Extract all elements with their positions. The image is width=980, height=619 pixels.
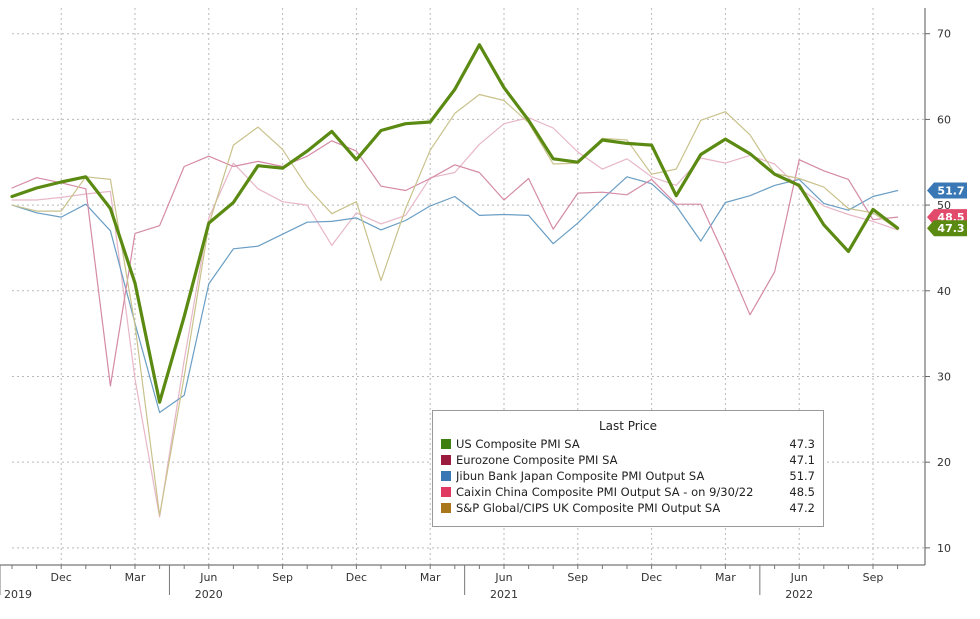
x-year-label: 2019 bbox=[4, 588, 32, 601]
us-swatch bbox=[441, 439, 451, 449]
y-tick-label: 20 bbox=[937, 456, 951, 469]
x-tick-label: Sep bbox=[272, 571, 293, 584]
legend-entry-value: 47.3 bbox=[789, 437, 815, 451]
x-tick-label: Jun bbox=[790, 571, 808, 584]
japan-swatch bbox=[441, 471, 451, 481]
y-tick-label: 30 bbox=[937, 370, 951, 383]
x-tick-label: Jun bbox=[494, 571, 512, 584]
y-tick-label: 50 bbox=[937, 199, 951, 212]
y-tick-label: 60 bbox=[937, 113, 951, 126]
y-tick-label: 40 bbox=[937, 285, 951, 298]
legend-entry-value: 47.2 bbox=[789, 501, 815, 515]
legend-entry-name: Caixin China Composite PMI Output SA - o… bbox=[456, 485, 754, 499]
legend-entry-value: 47.1 bbox=[789, 453, 815, 467]
series-lines bbox=[10, 43, 900, 518]
legend-entry-eurozone: Eurozone Composite PMI SA 47.1 bbox=[433, 452, 823, 468]
x-tick-label: Sep bbox=[863, 571, 884, 584]
legend-entry-value: 48.5 bbox=[789, 485, 815, 499]
legend-entry-china: Caixin China Composite PMI Output SA - o… bbox=[433, 484, 823, 500]
legend-entry-name: S&P Global/CIPS UK Composite PMI Output … bbox=[456, 501, 721, 515]
x-tick-label: Jun bbox=[199, 571, 217, 584]
x-tick-label: Sep bbox=[567, 571, 588, 584]
legend-entry-name: Jibun Bank Japan Composite PMI Output SA bbox=[456, 469, 705, 483]
x-tick-label: Dec bbox=[346, 571, 367, 584]
end-label-tag bbox=[927, 220, 967, 237]
china-swatch bbox=[441, 487, 451, 497]
end-label-tag bbox=[927, 182, 967, 199]
series-line bbox=[10, 43, 900, 404]
end-label-text: 51.7 bbox=[937, 185, 964, 198]
x-year-label: 2021 bbox=[490, 588, 518, 601]
legend-entry-value: 51.7 bbox=[789, 469, 815, 483]
legend-entry-japan: Jibun Bank Japan Composite PMI Output SA… bbox=[433, 468, 823, 484]
eurozone-swatch bbox=[441, 455, 451, 465]
legend-entry-us: US Composite PMI SA 47.3 bbox=[433, 436, 823, 452]
legend-entry-name: Eurozone Composite PMI SA bbox=[456, 453, 618, 467]
x-tick-label: Dec bbox=[641, 571, 662, 584]
end-label-text: 47.3 bbox=[937, 222, 964, 235]
x-tick-label: Mar bbox=[715, 571, 736, 584]
x-year-label: 2020 bbox=[195, 588, 223, 601]
series-line bbox=[11, 176, 899, 414]
uk-swatch bbox=[441, 503, 451, 513]
legend-box: Last Price US Composite PMI SA 47.3 Euro… bbox=[432, 410, 824, 527]
y-tick-label: 10 bbox=[937, 542, 951, 555]
series-line bbox=[11, 140, 899, 387]
x-year-label: 2022 bbox=[785, 588, 813, 601]
end-value-labels: 51.748.547.3 bbox=[927, 182, 967, 237]
y-tick-label: 70 bbox=[937, 28, 951, 41]
legend-entry-name: US Composite PMI SA bbox=[456, 437, 580, 451]
legend-title: Last Price bbox=[598, 419, 658, 433]
legend-entry-uk: S&P Global/CIPS UK Composite PMI Output … bbox=[433, 500, 823, 516]
x-tick-label: Mar bbox=[420, 571, 441, 584]
x-tick-label: Dec bbox=[51, 571, 72, 584]
x-tick-label: Mar bbox=[125, 571, 146, 584]
series-line bbox=[11, 93, 899, 516]
axes: 10 20 30 40 50 60 70 Dec Mar Jun Sep Dec Mar Jun Sep De… bbox=[0, 8, 951, 601]
